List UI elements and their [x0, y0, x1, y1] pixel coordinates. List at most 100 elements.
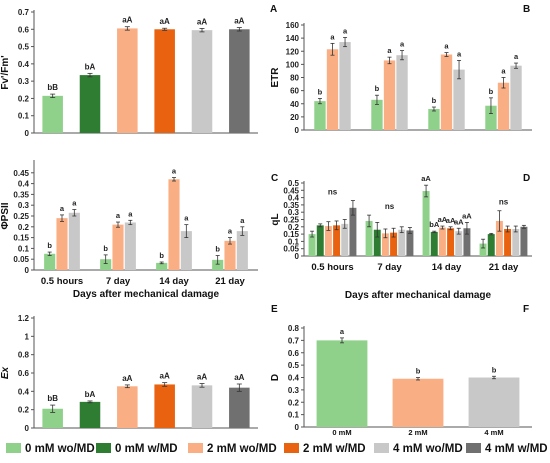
phipsii-category-label: 0.5 hours [41, 276, 83, 287]
phipsii-bar [236, 231, 248, 270]
fvfm-ytick-label: 0.2 [18, 94, 30, 103]
etr-ylabel: ETR [270, 67, 281, 88]
ql-bar [447, 228, 455, 256]
fvfm-bar [117, 28, 138, 133]
etr-bar [510, 65, 522, 130]
etr-bar [497, 82, 510, 130]
ql-category-label: 0.5 hours [311, 262, 353, 273]
ql-bar [422, 191, 430, 256]
legend-item: 0 mM w/MD [96, 443, 178, 455]
ex-bar [79, 401, 101, 428]
fvfm-ytick-label: 0.1 [18, 112, 30, 121]
ex-ytick-label: 1.2 [18, 314, 30, 323]
legend-label: 0 mM wo/MD [25, 443, 95, 455]
ql-data-label: bA [429, 220, 440, 229]
d-data-label: a [340, 327, 345, 336]
ql-bar [349, 207, 357, 256]
phipsii-ytick-label: 0.3 [18, 201, 30, 210]
ql-data-label: aA [446, 216, 456, 225]
ql-bar [406, 230, 414, 256]
phipsii-data-label: a [228, 227, 233, 236]
ex-bar [117, 386, 138, 428]
legend-item: 2 mM wo/MD [188, 443, 277, 455]
ql-bar [324, 226, 332, 256]
d-category-label: 4 mM [484, 428, 503, 437]
legend-swatch [374, 443, 389, 453]
phipsii-bar [212, 259, 224, 270]
fvfm-data-label: aA [122, 16, 132, 25]
etr-ytick-label: 160 [286, 21, 300, 30]
etr-bar [326, 49, 339, 130]
fvfm-ytick-label: 0.3 [18, 77, 30, 86]
phipsii-data-label: a [60, 204, 65, 213]
phipsii-xlabel: Days after mechanical damage [73, 289, 220, 300]
phipsii-ytick-label: 0.45 [13, 169, 29, 178]
phipsii-data-label: a [172, 167, 177, 176]
ql-ytick-label: 0.4 [288, 194, 300, 203]
ql-ytick-label: 0.3 [288, 208, 300, 217]
phipsii-data-label: a [116, 211, 121, 220]
etr-data-label: a [343, 26, 348, 35]
etr-data-label: a [457, 49, 462, 58]
legend-swatch [96, 443, 111, 453]
ql-bar [479, 243, 487, 256]
ql-bar [333, 225, 341, 256]
fvfm-bar [229, 29, 250, 134]
ql-data-label: aA [421, 174, 431, 183]
fvfm-data-label: aA [197, 17, 207, 26]
ql-xlabel: Days after mechanical damage [345, 290, 492, 301]
etr-ytick-label: 20 [290, 113, 299, 122]
ql-bar [308, 234, 316, 256]
etr-data-label: a [444, 42, 449, 51]
ql-ytick-label: 0.45 [283, 186, 299, 195]
phipsii-bar [44, 253, 56, 270]
phipsii-bar [68, 212, 80, 270]
phipsii-ytick-label: 0.4 [18, 180, 30, 189]
ex-data-label: bA [85, 390, 96, 399]
phipsii-data-label: a [128, 209, 133, 218]
phipsii-data-label: b [47, 241, 52, 250]
ql-bar [373, 229, 381, 256]
etr-ytick-label: 100 [286, 60, 300, 69]
fvfm-bar [42, 95, 63, 133]
etr-ytick-label: 60 [290, 87, 299, 96]
ql-ytick-label: 0.35 [283, 201, 299, 210]
etr-bar [371, 99, 383, 130]
fvfm-ytick-label: 0.6 [18, 25, 30, 34]
d-panel-label: E [271, 304, 278, 315]
d-ytick-label: 0.7 [288, 336, 300, 345]
phipsii-bar [224, 240, 236, 270]
ql-ytick-label: 0.25 [283, 216, 299, 225]
phipsii-data-label: a [240, 216, 245, 225]
fvfm-data-label: aA [160, 17, 170, 26]
etr-bar [428, 109, 440, 130]
d-ytick-label: 0.6 [288, 349, 300, 358]
legend-item: 0 mM wo/MD [6, 443, 95, 455]
ql-group-label: ns [499, 198, 509, 207]
fvfm-data-label: aA [234, 17, 244, 26]
legend-item: 4 mM w/MD [466, 443, 548, 455]
ex-data-label: bB [47, 394, 58, 403]
ql-bar [381, 233, 389, 256]
ql-bar [390, 232, 398, 256]
etr-ytick-label: 0 [295, 126, 300, 135]
phipsii-ytick-label: 0.05 [13, 255, 29, 264]
ex-bar [154, 384, 175, 428]
legend-label: 4 mM w/MD [485, 443, 548, 455]
ex-data-label: aA [122, 374, 132, 383]
phipsii-ytick-label: 0.1 [18, 244, 30, 253]
fvfm-ytick-label: 0.4 [18, 60, 30, 69]
d-ylabel: D [270, 374, 281, 381]
legend-label: 4 mM wo/MD [393, 443, 463, 455]
d-ytick-label: 0.4 [288, 374, 300, 383]
etr-bar [440, 54, 453, 130]
d-ytick-label: 0.5 [288, 361, 300, 370]
phipsii-bar [124, 222, 136, 270]
etr-bar [453, 69, 465, 130]
etr-data-label: a [514, 52, 519, 61]
ex-data-label: aA [160, 372, 170, 381]
ql-data-label: aA [462, 211, 472, 220]
etr-bar [339, 42, 351, 130]
fvfm-ytick-label: 0.5 [18, 43, 30, 52]
